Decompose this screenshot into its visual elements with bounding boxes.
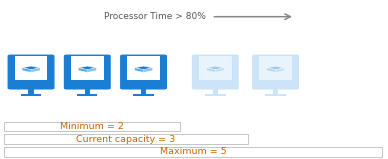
FancyBboxPatch shape	[120, 55, 167, 90]
Polygon shape	[267, 68, 275, 72]
Polygon shape	[87, 68, 96, 72]
Text: Minimum = 2: Minimum = 2	[60, 122, 124, 131]
Polygon shape	[275, 68, 284, 72]
Polygon shape	[22, 66, 40, 70]
Bar	[77, 94, 97, 96]
FancyBboxPatch shape	[64, 55, 111, 90]
Polygon shape	[135, 66, 152, 70]
Bar	[28, 88, 34, 94]
Bar	[141, 88, 146, 94]
FancyBboxPatch shape	[15, 56, 47, 80]
FancyBboxPatch shape	[8, 55, 54, 90]
FancyBboxPatch shape	[4, 122, 180, 131]
Text: Processor Time > 80%: Processor Time > 80%	[104, 12, 206, 21]
Text: Current capacity = 3: Current capacity = 3	[76, 135, 176, 144]
Bar	[133, 94, 154, 96]
Polygon shape	[135, 68, 144, 72]
Polygon shape	[206, 66, 224, 70]
Bar	[21, 94, 41, 96]
Polygon shape	[215, 68, 224, 72]
Bar	[205, 94, 225, 96]
FancyBboxPatch shape	[192, 55, 239, 90]
Bar	[213, 88, 218, 94]
Polygon shape	[144, 68, 152, 72]
Polygon shape	[31, 68, 40, 72]
Polygon shape	[78, 68, 87, 72]
Polygon shape	[78, 66, 96, 70]
FancyBboxPatch shape	[4, 134, 248, 144]
Text: Maximum = 5: Maximum = 5	[159, 147, 227, 156]
FancyBboxPatch shape	[71, 56, 104, 80]
Polygon shape	[267, 66, 284, 70]
Bar	[85, 88, 90, 94]
FancyBboxPatch shape	[252, 55, 299, 90]
FancyBboxPatch shape	[4, 147, 382, 157]
Polygon shape	[22, 68, 31, 72]
FancyBboxPatch shape	[259, 56, 292, 80]
FancyBboxPatch shape	[127, 56, 160, 80]
Bar	[273, 88, 278, 94]
FancyBboxPatch shape	[199, 56, 232, 80]
Polygon shape	[206, 68, 215, 72]
Bar	[265, 94, 286, 96]
